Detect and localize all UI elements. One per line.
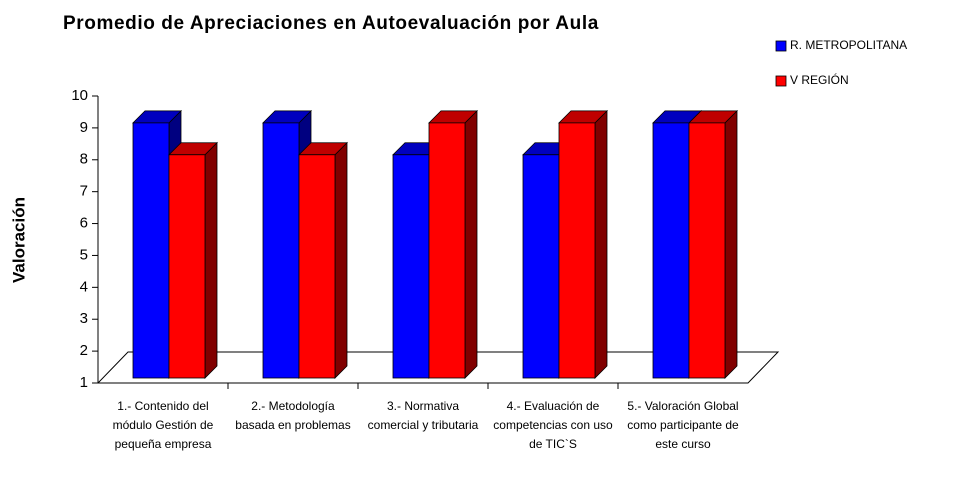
bar xyxy=(522,154,560,379)
x-tick-label: 5.- Valoración Global como participante … xyxy=(627,399,739,451)
y-axis-label: Valoración xyxy=(9,197,28,283)
y-tick-label: 4 xyxy=(80,278,88,295)
legend-swatch xyxy=(775,75,787,87)
x-tick-label: 2.- Metodología basada en problemas xyxy=(235,399,351,432)
y-tick-label: 2 xyxy=(80,342,88,359)
y-tick-label: 5 xyxy=(80,246,88,263)
y-tick-label: 8 xyxy=(80,151,88,168)
floor xyxy=(96,351,780,384)
x-tick-label: 1.- Contenido del módulo Gestión de pequ… xyxy=(112,399,214,451)
y-tick-label: 7 xyxy=(80,183,88,200)
bar xyxy=(132,122,170,379)
y-tick-label: 10 xyxy=(71,87,88,104)
legend-label: R. METROPOLITANA xyxy=(790,38,907,52)
y-tick-label: 1 xyxy=(80,374,88,391)
bar xyxy=(652,122,690,379)
bar xyxy=(392,154,430,379)
bar xyxy=(428,122,466,379)
y-tick-label: 9 xyxy=(80,119,88,136)
bar xyxy=(688,122,726,379)
bar-side xyxy=(724,109,738,379)
legend-label: V REGIÓN xyxy=(790,72,849,87)
chart-title: Promedio de Apreciaciones en Autoevaluac… xyxy=(63,13,599,34)
bar xyxy=(558,122,596,379)
x-tick-label: 3.- Normativa comercial y tributaria xyxy=(367,399,479,432)
bar-side xyxy=(204,141,218,379)
bar-side xyxy=(334,141,348,379)
bar-side xyxy=(464,109,478,379)
y-tick-label: 3 xyxy=(80,310,88,327)
bar xyxy=(262,122,300,379)
bar-side xyxy=(594,109,608,379)
bar xyxy=(298,154,336,379)
bar xyxy=(168,154,206,379)
x-tick-label: 4.- Evaluación de competencias con uso d… xyxy=(493,399,613,451)
legend-swatch xyxy=(775,40,787,52)
y-tick-label: 6 xyxy=(80,215,88,232)
